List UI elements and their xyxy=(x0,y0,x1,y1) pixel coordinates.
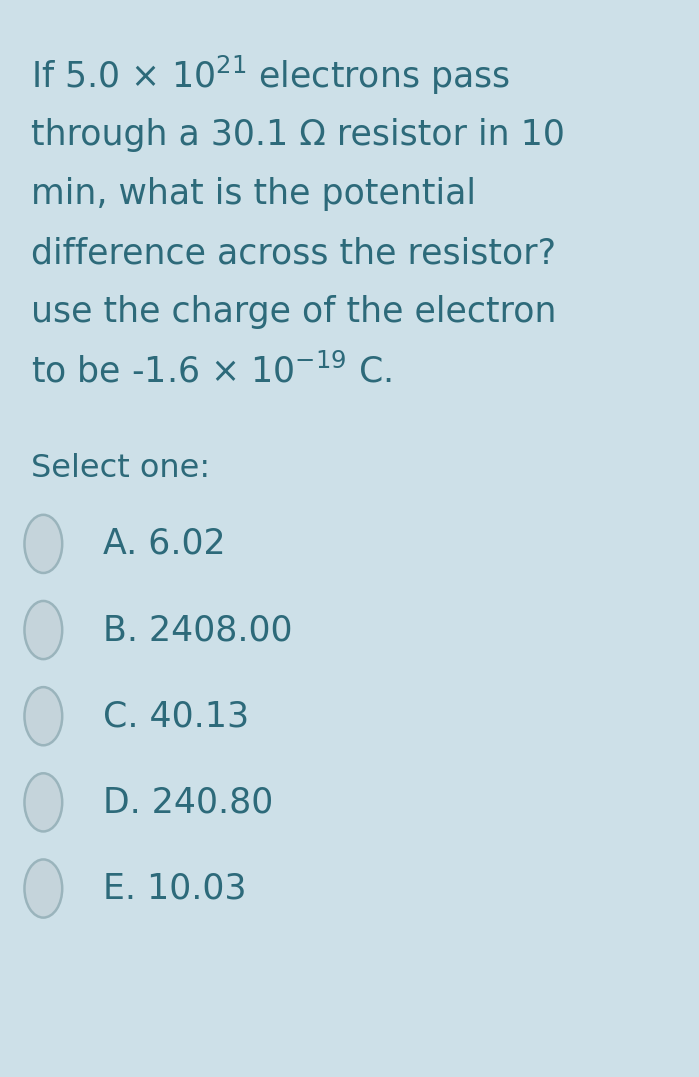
Text: E. 10.03: E. 10.03 xyxy=(103,871,247,906)
Text: use the charge of the electron: use the charge of the electron xyxy=(31,295,557,330)
Circle shape xyxy=(24,515,62,573)
Text: C. 40.13: C. 40.13 xyxy=(103,699,250,733)
Circle shape xyxy=(24,687,62,745)
Text: B. 2408.00: B. 2408.00 xyxy=(103,613,293,647)
Text: min, what is the potential: min, what is the potential xyxy=(31,177,477,211)
Text: A. 6.02: A. 6.02 xyxy=(103,527,226,561)
Text: to be -1.6 × 10$^{-19}$ C.: to be -1.6 × 10$^{-19}$ C. xyxy=(31,353,392,390)
Text: difference across the resistor?: difference across the resistor? xyxy=(31,236,556,270)
Text: through a 30.1 Ω resistor in 10: through a 30.1 Ω resistor in 10 xyxy=(31,117,565,152)
Text: Select one:: Select one: xyxy=(31,453,210,484)
Circle shape xyxy=(24,773,62,831)
Circle shape xyxy=(24,601,62,659)
Text: If 5.0 × 10$^{21}$ electrons pass: If 5.0 × 10$^{21}$ electrons pass xyxy=(31,54,511,97)
Circle shape xyxy=(24,859,62,918)
Text: D. 240.80: D. 240.80 xyxy=(103,785,274,820)
